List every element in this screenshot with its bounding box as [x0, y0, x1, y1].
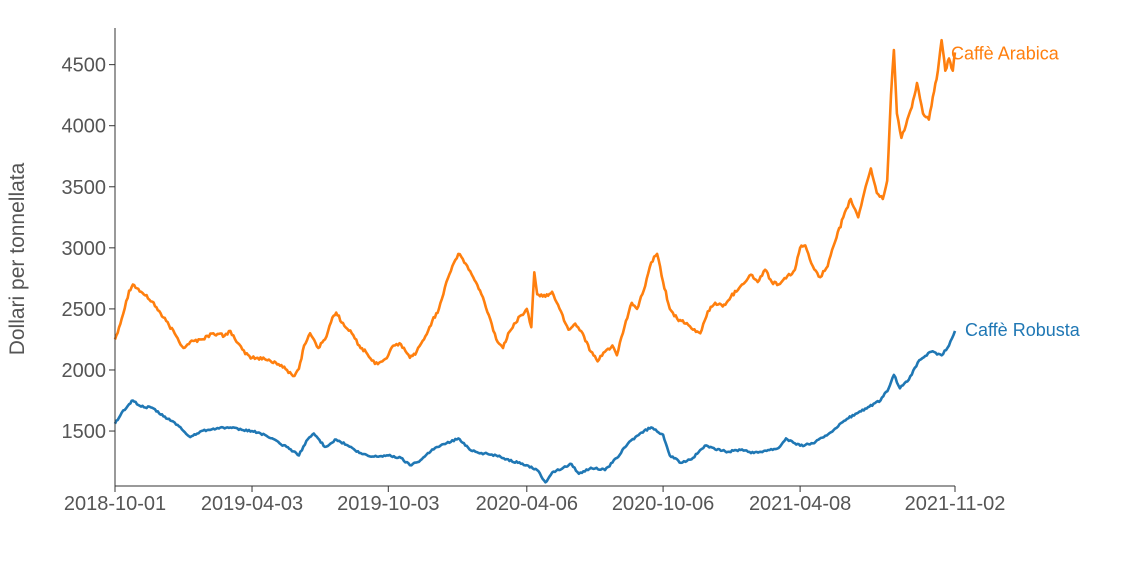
y-tick-label: 4000: [62, 116, 107, 138]
x-tick-label: 2020-10-06: [612, 493, 714, 515]
series-label: Caffè Arabica: [951, 43, 1060, 63]
x-tick-label: 2020-04-06: [476, 493, 578, 515]
series-line: [113, 330, 957, 484]
series-line: [113, 38, 957, 378]
y-tick-label: 4500: [62, 55, 107, 77]
x-tick-label: 2019-04-03: [201, 493, 303, 515]
x-tick-label: 2018-10-01: [64, 493, 166, 515]
y-axis-title: Dollari per tonnellata: [6, 162, 29, 355]
x-axis-ticks: 2018-10-01 2019-04-03 2019-10-03 2020-04-06…: [64, 486, 1006, 515]
y-tick-label: 3500: [62, 177, 107, 199]
y-tick-label: 2500: [62, 299, 107, 321]
series-labels: Caffè Arabica Caffè Robusta: [951, 43, 1081, 339]
series-layer: [113, 38, 957, 484]
y-tick-label: 3000: [62, 238, 107, 260]
y-tick-label: 1500: [62, 421, 107, 443]
x-tick-label: 2019-10-03: [337, 493, 439, 515]
y-tick-label: 2000: [62, 360, 107, 382]
y-axis-ticks: 1500 2000 2500 3000 3500 4000 4500: [62, 55, 115, 443]
x-tick-label: 2021-11-02: [905, 493, 1006, 515]
x-tick-label: 2021-04-08: [749, 493, 851, 515]
series-label: Caffè Robusta: [965, 320, 1081, 340]
